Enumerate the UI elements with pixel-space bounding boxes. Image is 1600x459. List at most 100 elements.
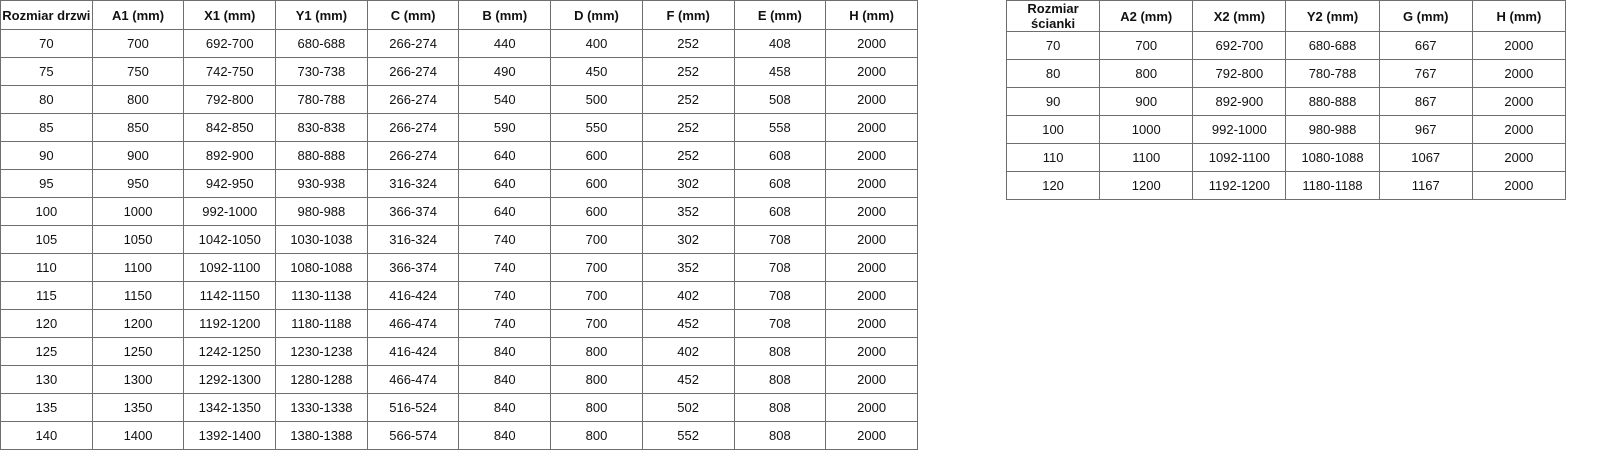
table-cell: 120 (0, 309, 93, 338)
table-cell: 85 (0, 113, 93, 142)
table-cell: 450 (550, 57, 643, 86)
table-cell: 740 (458, 253, 552, 282)
table-cell: 800 (1099, 59, 1194, 88)
table-row: 90 900 892-900 880-888 266-274 640 600 252 608 20… (0, 141, 918, 170)
table-cell: 942-950 (183, 169, 277, 198)
table-cell: 266-274 (366, 29, 460, 58)
table-cell: 708 (733, 253, 827, 282)
table-cell: 2000 (1471, 143, 1567, 172)
table-cell: 640 (458, 141, 552, 170)
table-cell: 800 (550, 365, 643, 394)
table-cell: 90 (0, 141, 93, 170)
table-cell: 440 (458, 29, 552, 58)
table-cell: 792-800 (1192, 59, 1287, 88)
table-cell: 892-900 (183, 141, 277, 170)
table-cell: 2000 (825, 141, 918, 170)
table-cell: 110 (1005, 143, 1101, 172)
table-cell: 252 (641, 85, 735, 114)
table-cell: 466-474 (366, 365, 460, 394)
table-cell: 1092-1100 (183, 253, 277, 282)
table-cell: 2000 (825, 85, 918, 114)
table-cell: 950 (91, 169, 185, 198)
table-cell: 1342-1350 (183, 393, 277, 422)
column-header: A1 (mm) (91, 0, 185, 30)
table-cell: 90 (1005, 87, 1101, 116)
table-cell: 2000 (825, 253, 918, 282)
table-cell: 2000 (1471, 59, 1567, 88)
column-header: A2 (mm) (1099, 0, 1194, 32)
table-row: 130 1300 1292-1300 1280-1288 466-474 840 800 45… (0, 365, 918, 394)
table-cell: 1242-1250 (183, 337, 277, 366)
column-header: H (mm) (1471, 0, 1567, 32)
table-cell: 316-324 (366, 225, 460, 254)
table-row: 105 1050 1042-1050 1030-1038 316-324 740 700 30… (0, 225, 918, 254)
table-cell: 2000 (825, 57, 918, 86)
table-cell: 700 (550, 225, 643, 254)
table-row: 100 1000 992-1000 980-988 366-374 640 600 352 60… (0, 197, 918, 226)
table-cell: 840 (458, 421, 552, 450)
table-cell: 416-424 (366, 281, 460, 310)
table-cell: 352 (641, 197, 735, 226)
table-cell: 1350 (91, 393, 185, 422)
table-cell: 800 (550, 393, 643, 422)
table-cell: 2000 (1471, 171, 1567, 200)
table-cell: 880-888 (275, 141, 368, 170)
table-cell: 1050 (91, 225, 185, 254)
table-cell: 75 (0, 57, 93, 86)
table-cell: 640 (458, 197, 552, 226)
table-cell: 840 (458, 337, 552, 366)
table-cell: 692-700 (183, 29, 277, 58)
table-cell: 1180-1188 (275, 309, 368, 338)
table-cell: 500 (550, 85, 643, 114)
table-cell: 558 (733, 113, 827, 142)
table-row: 80 800 792-800 780-788 767 2000 (1005, 59, 1567, 88)
table-cell: 302 (641, 169, 735, 198)
table-cell: 590 (458, 113, 552, 142)
table-cell: 1080-1088 (275, 253, 368, 282)
table-cell: 767 (1378, 59, 1473, 88)
table-cell: 980-988 (275, 197, 368, 226)
table-cell: 2000 (1471, 31, 1567, 60)
table-cell: 1167 (1378, 171, 1473, 200)
column-header: G (mm) (1378, 0, 1473, 32)
header-row: Rozmiar ścianki A2 (mm) X2 (mm) Y2 (mm) G (m… (1005, 0, 1567, 32)
table-cell: 352 (641, 253, 735, 282)
table-cell: 1200 (91, 309, 185, 338)
table-cell: 840 (458, 365, 552, 394)
table-cell: 700 (1099, 31, 1194, 60)
table-cell: 80 (1005, 59, 1101, 88)
table-cell: 1400 (91, 421, 185, 450)
table-cell: 566-574 (366, 421, 460, 450)
table-cell: 302 (641, 225, 735, 254)
column-header: X2 (mm) (1192, 0, 1287, 32)
table-row: 95 950 942-950 930-938 316-324 640 600 302 608 20… (0, 169, 918, 198)
table-cell: 516-524 (366, 393, 460, 422)
table-cell: 400 (550, 29, 643, 58)
table-cell: 1000 (1099, 115, 1194, 144)
table-cell: 1200 (1099, 171, 1194, 200)
table-cell: 266-274 (366, 113, 460, 142)
table-cell: 740 (458, 309, 552, 338)
table-cell: 266-274 (366, 85, 460, 114)
header-row: Rozmiar drzwi A1 (mm) X1 (mm) Y1 (mm) C (mm)… (0, 0, 918, 30)
table-row: 70 700 692-700 680-688 266-274 440 400 252 408 20… (0, 29, 918, 58)
table-cell: 125 (0, 337, 93, 366)
column-header: D (mm) (550, 0, 643, 30)
table-cell: 700 (91, 29, 185, 58)
table-cell: 992-1000 (1192, 115, 1287, 144)
table-cell: 1192-1200 (183, 309, 277, 338)
table-cell: 742-750 (183, 57, 277, 86)
table-cell: 266-274 (366, 141, 460, 170)
table-cell: 100 (1005, 115, 1101, 144)
column-header: X1 (mm) (183, 0, 277, 30)
table-cell: 692-700 (1192, 31, 1287, 60)
table-cell: 850 (91, 113, 185, 142)
table-cell: 780-788 (275, 85, 368, 114)
column-header: E (mm) (733, 0, 827, 30)
table-cell: 708 (733, 309, 827, 338)
table-cell: 980-988 (1285, 115, 1380, 144)
table-cell: 1000 (91, 197, 185, 226)
table-cell: 708 (733, 225, 827, 254)
table-cell: 600 (550, 197, 643, 226)
table-row: 120 1200 1192-1200 1180-1188 466-474 740 700 45… (0, 309, 918, 338)
